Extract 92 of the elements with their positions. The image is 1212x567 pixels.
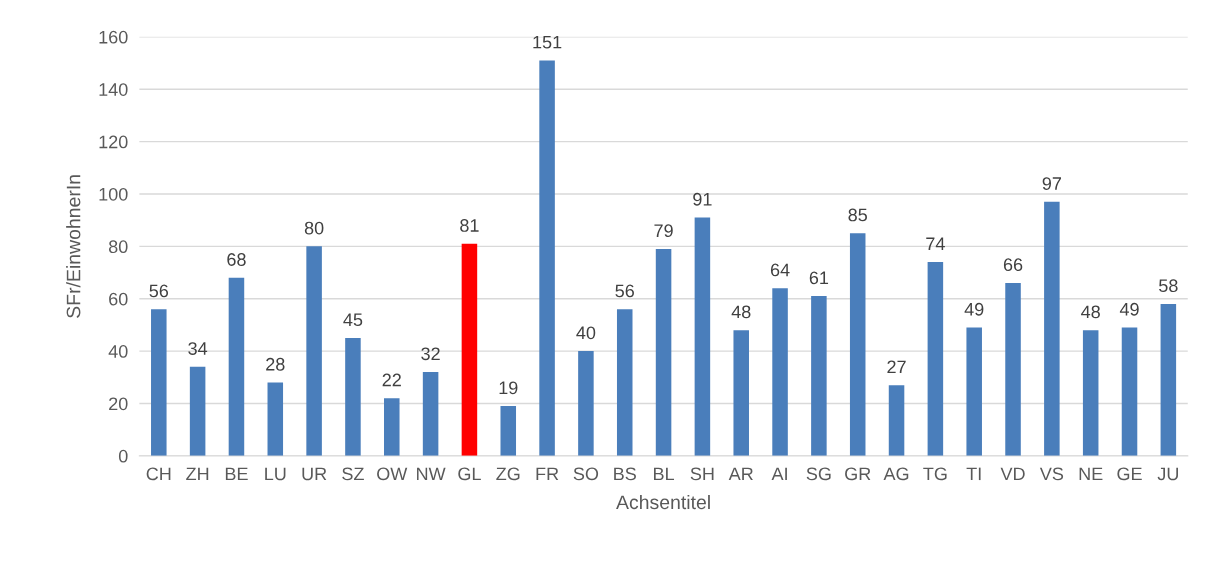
data-label: 48 bbox=[1081, 305, 1100, 319]
x-tick-label: BS bbox=[614, 467, 636, 481]
x-tick-label: SZ bbox=[342, 467, 364, 481]
bar bbox=[384, 398, 400, 456]
data-label: 27 bbox=[887, 360, 906, 374]
x-tick-label: GL bbox=[458, 467, 481, 481]
data-label: 85 bbox=[848, 208, 867, 222]
x-tick-label: SH bbox=[690, 467, 714, 481]
x-tick-label: AG bbox=[883, 467, 909, 481]
x-tick-label: UR bbox=[302, 467, 327, 481]
data-label: 40 bbox=[576, 326, 596, 340]
x-tick-label: BL bbox=[654, 467, 675, 481]
bar bbox=[539, 60, 555, 456]
data-label: 45 bbox=[343, 313, 363, 327]
y-tick-label: 80 bbox=[108, 240, 128, 254]
x-tick-label: ZH bbox=[186, 467, 209, 481]
data-label: 28 bbox=[266, 357, 285, 371]
bar bbox=[151, 309, 167, 456]
bar bbox=[888, 385, 905, 456]
x-tick-label: NE bbox=[1079, 467, 1103, 481]
y-tick-label: 60 bbox=[109, 292, 128, 306]
bar bbox=[733, 330, 749, 456]
y-tick-label: 100 bbox=[99, 187, 128, 201]
data-label: 97 bbox=[1042, 177, 1061, 190]
bar bbox=[849, 233, 866, 456]
data-label: 151 bbox=[533, 35, 562, 49]
data-label: 74 bbox=[926, 237, 945, 250]
bar bbox=[189, 366, 206, 456]
y-tick-label: 40 bbox=[108, 345, 128, 358]
data-label: 56 bbox=[149, 284, 169, 298]
x-tick-label: AI bbox=[771, 467, 787, 481]
data-label: 22 bbox=[382, 373, 401, 387]
y-tick-label: 140 bbox=[99, 83, 128, 96]
bar bbox=[267, 382, 284, 456]
x-axis-title: Achsentitel bbox=[616, 494, 710, 510]
x-tick-label: OW bbox=[377, 467, 408, 481]
bar bbox=[616, 309, 633, 456]
bar bbox=[1160, 303, 1177, 456]
bar bbox=[655, 248, 672, 456]
bar bbox=[1005, 283, 1021, 456]
x-tick-label: VS bbox=[1039, 467, 1064, 481]
bar bbox=[811, 296, 827, 456]
bar bbox=[772, 288, 788, 456]
data-label: 19 bbox=[499, 381, 518, 395]
x-tick-label: VD bbox=[1000, 467, 1025, 481]
bar bbox=[345, 338, 361, 456]
data-label: 58 bbox=[1159, 279, 1178, 293]
data-label: 48 bbox=[731, 305, 751, 319]
data-label: 80 bbox=[304, 221, 324, 235]
x-tick-label: AR bbox=[728, 467, 753, 481]
x-tick-label: NW bbox=[417, 467, 446, 481]
x-tick-label: FR bbox=[536, 467, 559, 481]
x-tick-label: JU bbox=[1157, 467, 1178, 481]
data-label: 32 bbox=[421, 347, 440, 361]
bar bbox=[461, 243, 478, 456]
bar bbox=[1121, 327, 1138, 456]
bar bbox=[306, 246, 322, 456]
y-tick-label: 0 bbox=[118, 449, 128, 463]
x-tick-label: BE bbox=[225, 467, 248, 481]
data-label: 56 bbox=[615, 284, 634, 298]
y-tick-label: 20 bbox=[109, 397, 128, 411]
bar bbox=[694, 217, 711, 456]
y-tick-label: 120 bbox=[99, 135, 128, 149]
x-tick-label: GE bbox=[1117, 467, 1142, 481]
x-tick-label: SG bbox=[806, 467, 831, 481]
data-label: 49 bbox=[1119, 302, 1139, 316]
data-label: 68 bbox=[227, 253, 246, 266]
x-tick-label: TG bbox=[923, 467, 947, 481]
data-label: 64 bbox=[770, 263, 790, 277]
bar bbox=[228, 277, 245, 456]
bar bbox=[1044, 201, 1060, 456]
data-label: 61 bbox=[809, 271, 829, 285]
bar bbox=[1082, 330, 1099, 456]
y-tick-label: 160 bbox=[99, 30, 128, 44]
data-label: 34 bbox=[188, 342, 208, 355]
data-label: 49 bbox=[964, 302, 984, 316]
x-tick-label: CH bbox=[146, 467, 171, 481]
data-label: 91 bbox=[693, 192, 712, 206]
x-tick-label: SO bbox=[573, 467, 599, 481]
bar bbox=[500, 406, 517, 456]
y-axis-title: SFr/EinwohnerIn bbox=[66, 175, 81, 318]
x-tick-label: LU bbox=[265, 467, 286, 481]
data-label: 81 bbox=[460, 219, 479, 232]
data-label: 66 bbox=[1003, 258, 1023, 272]
bar bbox=[927, 262, 944, 456]
x-tick-label: GR bbox=[845, 467, 871, 481]
x-tick-label: ZG bbox=[496, 467, 520, 481]
data-label: 79 bbox=[654, 224, 673, 238]
bar bbox=[422, 372, 439, 456]
bar bbox=[578, 351, 594, 456]
x-tick-label: TI bbox=[966, 467, 981, 481]
bar bbox=[966, 327, 982, 456]
